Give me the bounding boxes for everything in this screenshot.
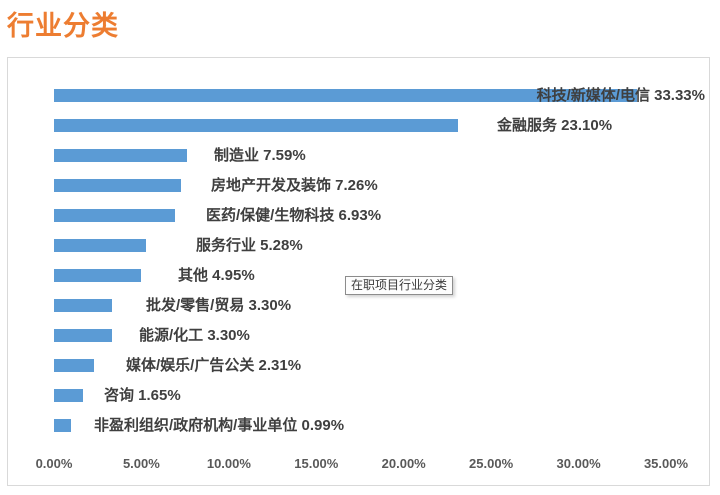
bar[interactable] [54,389,83,402]
bar-value-label: 非盈利组织/政府机构/事业单位 0.99% [94,417,345,434]
bar[interactable] [54,299,112,312]
x-axis-tick-label: 0.00% [35,456,73,471]
x-axis: 0.00% 5.00% 10.00% 15.00% 20.00% 25.00% 30.00%… [36,456,709,474]
bar-row: 其他 4.95% [54,266,709,286]
bar-row: 房地产开发及装饰 7.26% [54,176,709,196]
x-axis-tick-label: 35.00% [643,456,689,471]
bar-row: 制造业 7.59% [54,146,709,166]
bar-value-label: 金融服务 23.10% [497,117,613,134]
bar-row: 非盈利组织/政府机构/事业单位 0.99% [54,416,709,436]
bar-row: 批发/零售/贸易 3.30% [54,296,709,316]
bar[interactable] [54,149,187,162]
bar-row: 能源/化工 3.30% [54,326,709,346]
bar-value-label: 医药/保健/生物科技 6.93% [206,207,382,224]
bar-value-label: 咨询 1.65% [104,387,181,404]
bar-value-label: 制造业 7.59% [214,147,306,164]
bar-value-label: 科技/新媒体/电信 33.33% [536,87,705,104]
plot-area: 科技/新媒体/电信 33.33% 金融服务 23.10% 制造业 7.59% 房地产开… [54,58,709,485]
chart-hover-tooltip: 在职项目行业分类 [345,276,454,295]
tooltip-text: 在职项目行业分类 [351,278,448,292]
bar[interactable] [54,359,95,372]
bar[interactable] [54,179,181,192]
x-axis-tick-label: 10.00% [206,456,251,471]
bar-value-label: 能源/化工 3.30% [139,327,250,344]
industry-bar-chart: 科技/新媒体/电信 33.33% 金融服务 23.10% 制造业 7.59% 房地产开… [7,57,710,486]
page-title: 行业分类 [7,11,119,41]
bar-row: 服务行业 5.28% [54,236,709,256]
bar-value-label: 房地产开发及装饰 7.26% [211,177,378,194]
bar[interactable] [54,329,112,342]
x-axis-tick-label: 5.00% [122,456,160,471]
bar-value-label: 媒体/娱乐/广告公关 2.31% [126,357,302,374]
bar[interactable] [54,269,141,282]
x-axis-tick-label: 20.00% [381,456,426,471]
bar-row: 医药/保健/生物科技 6.93% [54,206,709,226]
bar-value-label: 批发/零售/贸易 3.30% [146,297,292,314]
bar-row: 科技/新媒体/电信 33.33% [54,86,709,106]
bar-value-label: 其他 4.95% [178,267,255,284]
bar-value-label: 服务行业 5.28% [196,237,303,254]
bar-row: 金融服务 23.10% [54,116,709,136]
bar[interactable] [54,89,637,102]
x-axis-tick-label: 15.00% [294,456,339,471]
bar[interactable] [54,419,72,432]
x-axis-tick-label: 25.00% [469,456,514,471]
bar[interactable] [54,239,147,252]
bar[interactable] [54,209,176,222]
bar-row: 媒体/娱乐/广告公关 2.31% [54,356,709,376]
bar-row: 咨询 1.65% [54,386,709,406]
bar[interactable] [54,119,458,132]
x-axis-tick-label: 30.00% [556,456,601,471]
